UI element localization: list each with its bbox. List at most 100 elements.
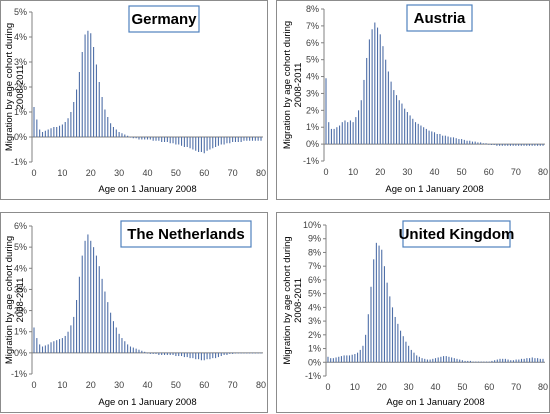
bar-age-12 xyxy=(67,331,69,353)
bar-age-78 xyxy=(537,144,539,146)
chart-panel-united-kingdom: -1% 0% 1% 2% 3% 4% 5% 6% 7% 8% 9% 10% 0 10 20 30 40 50 60 7… xyxy=(276,212,550,413)
bar-age-63 xyxy=(212,352,214,359)
bar-age-0 xyxy=(327,356,329,363)
bar-age-38 xyxy=(428,130,430,145)
bar-age-50 xyxy=(461,139,463,145)
bar-age-15 xyxy=(366,57,368,145)
bar-age-80 xyxy=(542,358,544,363)
x-tick-label: 70 xyxy=(228,168,238,178)
bar-age-59 xyxy=(200,352,202,361)
bar-age-40 xyxy=(146,137,149,140)
bar-age-60 xyxy=(488,361,490,363)
bar-age-12 xyxy=(358,110,360,145)
y-tick-label: 0% xyxy=(306,139,319,149)
bar-age-77 xyxy=(251,137,254,141)
bar-age-72 xyxy=(237,352,239,354)
chart-panel-austria: -1% 0% 1% 2% 3% 4% 5% 6% 7% 8% 0 10 20 30 40 50 60 70 80 Ag… xyxy=(276,0,550,200)
bar-age-3 xyxy=(41,132,44,137)
bar-age-61 xyxy=(206,137,208,151)
bar-age-40 xyxy=(434,358,437,363)
y-tick-label: -1% xyxy=(303,156,319,166)
bar-age-22 xyxy=(95,255,97,353)
bar-age-76 xyxy=(531,144,533,146)
bar-age-52 xyxy=(181,137,183,146)
x-tick-label: 50 xyxy=(171,168,181,178)
bar-age-10 xyxy=(352,122,354,145)
bar-age-70 xyxy=(232,352,234,354)
bar-age-57 xyxy=(480,361,482,363)
bar-age-29 xyxy=(115,129,117,137)
bar-age-36 xyxy=(423,127,425,145)
bar-age-18 xyxy=(84,34,86,137)
bar-age-66 xyxy=(504,358,506,363)
bar-age-58 xyxy=(483,361,485,363)
bar-age-53 xyxy=(183,137,185,147)
bar-age-35 xyxy=(132,347,134,353)
bar-age-58 xyxy=(198,352,200,360)
bar-age-50 xyxy=(175,137,177,145)
bar-age-27 xyxy=(110,123,112,137)
bar-age-15 xyxy=(76,89,78,137)
bar-age-70 xyxy=(515,359,517,363)
x-tick-label: 70 xyxy=(511,167,521,177)
chart-svg-austria: -1% 0% 1% 2% 3% 4% 5% 6% 7% 8% 0 10 20 30 40 50 60 70 80 Ag… xyxy=(282,4,548,195)
bar-age-52 xyxy=(466,140,468,145)
bar-age-62 xyxy=(209,137,211,150)
x-tick-label: 0 xyxy=(325,382,330,392)
bar-age-19 xyxy=(376,27,379,145)
x-tick-label: 50 xyxy=(457,167,467,177)
bar-age-62 xyxy=(209,352,211,360)
x-tick-label: 10 xyxy=(57,380,67,390)
x-tick-label: 0 xyxy=(31,380,36,390)
bar-age-54 xyxy=(471,141,474,145)
bar-age-28 xyxy=(402,336,404,363)
bar-age-19 xyxy=(87,234,89,353)
bar-age-67 xyxy=(223,352,225,355)
x-tick-label: 20 xyxy=(86,168,96,178)
bar-age-61 xyxy=(491,360,493,363)
y-tick-label: 3% xyxy=(308,316,321,326)
x-tick-label: 60 xyxy=(199,380,209,390)
bar-age-79 xyxy=(539,358,541,363)
bar-age-23 xyxy=(98,266,100,353)
y-tick-label: 4% xyxy=(14,263,27,273)
bar-age-24 xyxy=(101,97,103,137)
bar-age-66 xyxy=(220,352,222,357)
bar-age-44 xyxy=(158,352,160,355)
bar-age-47 xyxy=(166,352,168,355)
bar-age-29 xyxy=(405,341,407,363)
bar-age-54 xyxy=(186,137,188,147)
bar-age-57 xyxy=(195,352,197,360)
bar-age-41 xyxy=(149,137,151,140)
x-tick-label: 40 xyxy=(142,168,152,178)
bar-age-2 xyxy=(39,129,41,137)
bar-age-77 xyxy=(534,144,536,146)
bar-age-45 xyxy=(161,352,163,355)
x-tick-label: 50 xyxy=(171,380,181,390)
bar-age-16 xyxy=(78,276,80,353)
bar-age-80 xyxy=(542,144,544,146)
bar-age-18 xyxy=(374,22,376,145)
bar-age-68 xyxy=(509,144,511,146)
bar-age-16 xyxy=(370,286,372,363)
y-axis-title: Migration by age cohort during2008-2011 xyxy=(4,23,26,151)
bar-age-7 xyxy=(53,127,55,137)
y-tick-label: 6% xyxy=(306,38,319,48)
bar-age-73 xyxy=(523,358,525,363)
x-tick-label: 20 xyxy=(377,382,387,392)
y-tick-label: 2% xyxy=(14,82,27,92)
bar-age-53 xyxy=(469,360,471,363)
x-axis-title: Age on 1 January 2008 xyxy=(98,397,196,408)
bar-age-67 xyxy=(507,359,509,363)
bar-age-68 xyxy=(226,137,228,144)
y-tick-label: 5% xyxy=(306,55,319,65)
bar-age-77 xyxy=(251,352,254,354)
chart-title-box xyxy=(120,220,252,248)
bar-age-26 xyxy=(395,95,398,145)
bar-age-32 xyxy=(413,352,415,363)
bar-age-52 xyxy=(467,360,469,363)
bar-age-22 xyxy=(95,64,97,137)
bar-age-38 xyxy=(141,137,143,140)
bar-age-51 xyxy=(463,139,465,145)
bar-age-57 xyxy=(195,137,197,151)
